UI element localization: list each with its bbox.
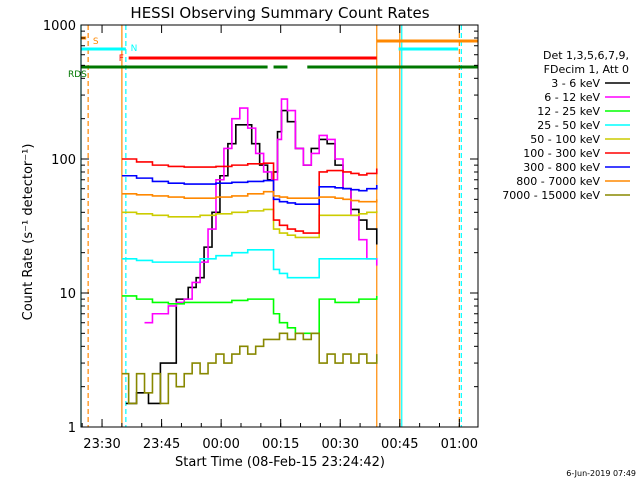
- legend-label-3: 25 - 50 keV: [537, 119, 600, 132]
- chart-title: HESSI Observing Summary Count Rates: [130, 4, 429, 22]
- x-tick-label-6: 01:00: [441, 437, 478, 452]
- plot-frame: [80, 24, 479, 428]
- legend-label-0: 3 - 6 keV: [551, 77, 600, 90]
- axes: 23:30 23:45 00:00 00:15 00:30 00:45 01:00 1 10 10…: [43, 19, 478, 452]
- series-line-7: [121, 190, 378, 203]
- x-tick-label-2: 00:00: [202, 437, 239, 452]
- x-tick-label-0: 23:30: [83, 437, 120, 452]
- y-axis-label: Count Rate (s⁻¹ detector⁻¹): [21, 144, 36, 321]
- legend-label-1: 6 - 12 keV: [544, 91, 600, 104]
- series-line-1: [144, 98, 378, 324]
- date-stamp: 6-Jun-2019 07:49: [566, 469, 636, 478]
- legend-label-2: 12 - 25 keV: [537, 105, 600, 118]
- legend-label-4: 50 - 100 keV: [530, 133, 600, 146]
- legend-header-line-1: FDecim 1, Att 0: [544, 63, 629, 76]
- state-bar-label-n: N: [131, 44, 138, 54]
- series-line-6: [121, 174, 378, 205]
- plot-area: S NF RDS: [68, 25, 478, 427]
- state-bar-label-rds: RDS: [68, 70, 87, 80]
- legend-label-8: 7000 - 15000 keV: [502, 189, 600, 202]
- state-bar-label-f: F: [119, 54, 124, 64]
- x-axis-label: Start Time (08-Feb-15 23:24:42): [175, 455, 385, 470]
- x-tick-label-5: 00:45: [381, 437, 418, 452]
- legend-label-7: 800 - 7000 keV: [516, 175, 600, 188]
- y-tick-label-1: 10: [59, 287, 76, 302]
- x-tick-label-4: 00:30: [322, 437, 359, 452]
- x-tick-label-3: 00:15: [262, 437, 299, 452]
- y-tick-label-3: 1000: [43, 19, 76, 34]
- series-line-3: [121, 249, 377, 279]
- legend-label-5: 100 - 300 keV: [523, 147, 600, 160]
- y-tick-label-0: 1: [68, 421, 76, 436]
- series-line-2: [121, 295, 378, 335]
- series-line-8: [121, 332, 378, 405]
- y-tick-label-2: 100: [51, 153, 76, 168]
- state-bar-label-s: S: [93, 37, 99, 47]
- series-line-5: [121, 158, 378, 234]
- legend-label-6: 300 - 800 keV: [523, 161, 600, 174]
- series-line-0: [125, 109, 378, 405]
- legend: Det 1,3,5,6,7,9,FDecim 1, Att 03 - 6 keV…: [502, 49, 630, 202]
- x-tick-label-1: 23:45: [143, 437, 180, 452]
- legend-header-line-0: Det 1,3,5,6,7,9,: [543, 49, 629, 62]
- series-line-4: [121, 208, 378, 239]
